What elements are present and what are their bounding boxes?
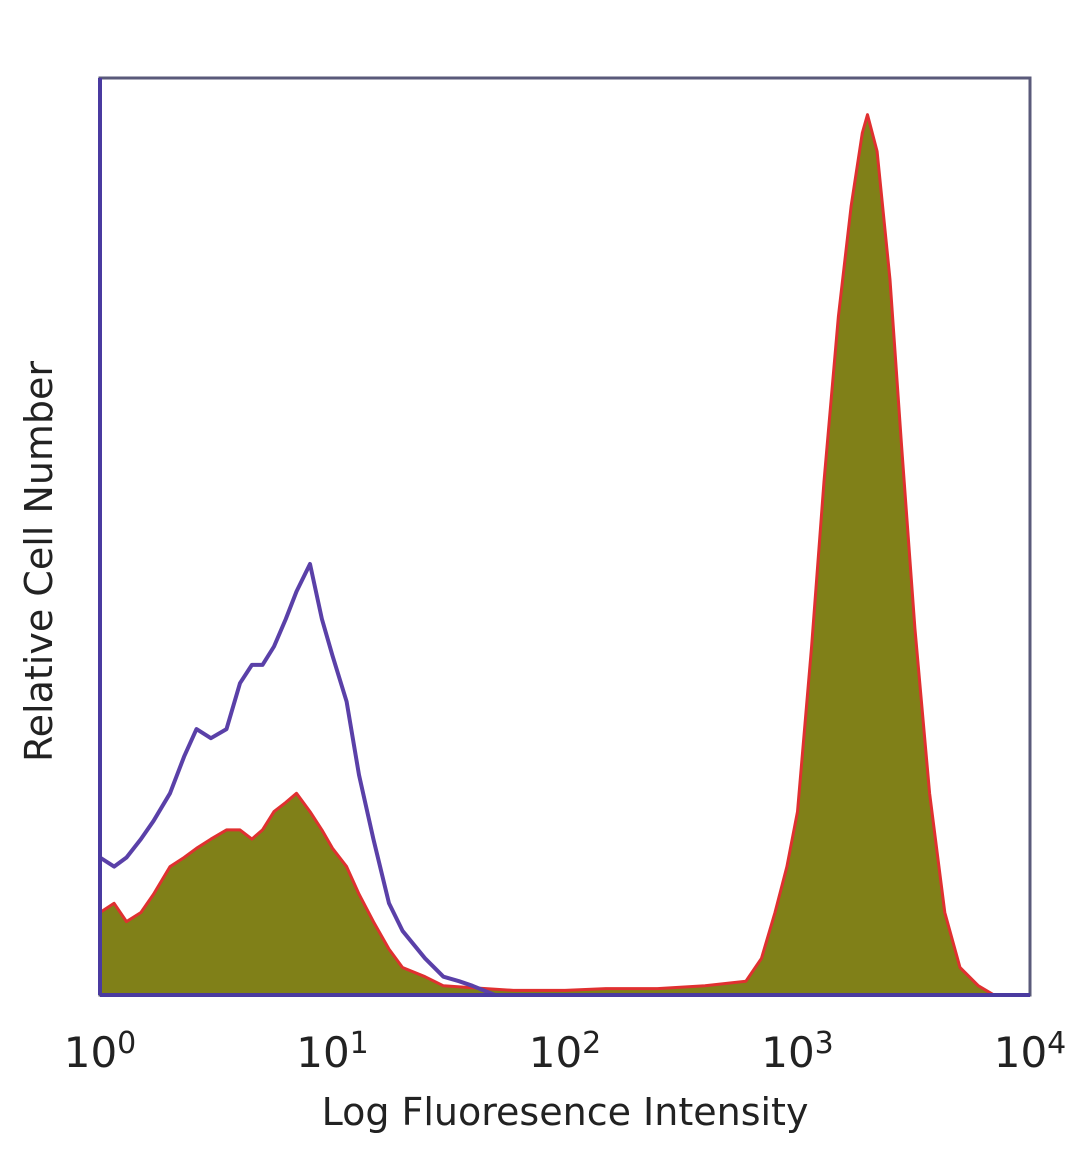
x-tick-label-3: 103 (761, 1026, 834, 1077)
series-1-line (98, 562, 496, 997)
series-0-area (100, 114, 994, 995)
series-0-edge (99, 113, 995, 997)
x-tick-labels: 100 101 102 103 104 (64, 1026, 1067, 1077)
x-axis-label: Log Fluoresence Intensity (322, 1090, 809, 1134)
x-tick-label-4: 104 (994, 1026, 1067, 1077)
x-tick-label-1: 101 (296, 1026, 369, 1077)
x-tick-label-2: 102 (529, 1026, 602, 1077)
series-layer (98, 113, 995, 997)
x-tick-label-0: 100 (64, 1026, 137, 1077)
y-axis-label: Relative Cell Number (17, 361, 61, 762)
